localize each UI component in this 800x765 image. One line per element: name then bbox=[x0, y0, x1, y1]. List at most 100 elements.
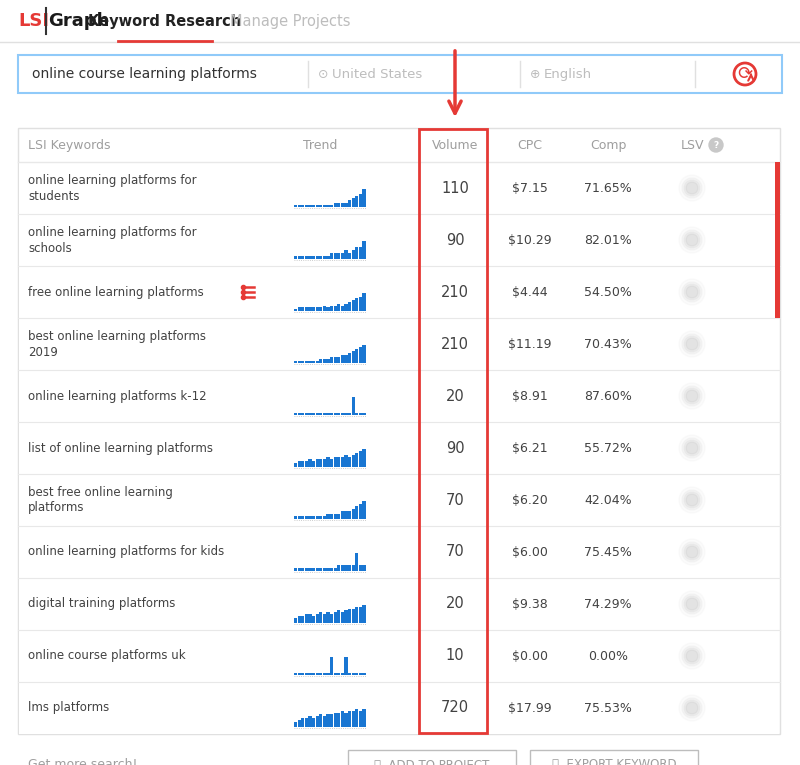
Bar bbox=[344, 203, 347, 207]
Bar bbox=[315, 459, 318, 467]
Bar bbox=[301, 461, 304, 467]
Bar bbox=[294, 568, 298, 571]
Text: Comp: Comp bbox=[590, 138, 626, 151]
Circle shape bbox=[686, 182, 698, 194]
Bar bbox=[308, 361, 311, 363]
Bar bbox=[326, 672, 330, 675]
Bar bbox=[294, 361, 298, 363]
Bar bbox=[305, 413, 308, 415]
Bar bbox=[341, 253, 344, 259]
Text: 2019: 2019 bbox=[28, 346, 58, 359]
Circle shape bbox=[686, 338, 698, 350]
Text: 55.72%: 55.72% bbox=[584, 441, 632, 454]
Text: $6.21: $6.21 bbox=[512, 441, 548, 454]
Bar bbox=[298, 205, 301, 207]
Bar bbox=[348, 253, 351, 259]
Circle shape bbox=[684, 336, 700, 352]
Circle shape bbox=[682, 490, 702, 510]
Bar bbox=[312, 361, 315, 363]
Text: $11.19: $11.19 bbox=[508, 337, 552, 350]
Bar bbox=[358, 297, 362, 311]
Bar bbox=[341, 612, 344, 623]
Bar bbox=[348, 302, 351, 311]
Circle shape bbox=[684, 492, 700, 508]
Bar bbox=[323, 413, 326, 415]
Circle shape bbox=[684, 232, 700, 248]
Bar bbox=[355, 506, 358, 519]
Bar bbox=[330, 413, 333, 415]
Bar bbox=[330, 715, 333, 727]
Circle shape bbox=[686, 442, 698, 454]
Bar bbox=[301, 308, 304, 311]
Bar bbox=[323, 305, 326, 311]
Bar bbox=[358, 347, 362, 363]
Bar bbox=[362, 449, 366, 467]
Text: ⎘  ADD TO PROJECT: ⎘ ADD TO PROJECT bbox=[374, 759, 490, 765]
Bar bbox=[312, 672, 315, 675]
Bar bbox=[348, 672, 351, 675]
Circle shape bbox=[682, 230, 702, 250]
Bar bbox=[338, 253, 341, 259]
Circle shape bbox=[684, 700, 700, 716]
Bar bbox=[358, 194, 362, 207]
Bar bbox=[334, 457, 337, 467]
Text: 74.29%: 74.29% bbox=[584, 597, 632, 610]
Bar bbox=[330, 253, 333, 259]
Bar bbox=[334, 568, 337, 571]
Bar bbox=[352, 198, 355, 207]
Text: online learning platforms for: online learning platforms for bbox=[28, 174, 197, 187]
Bar bbox=[305, 516, 308, 519]
Bar bbox=[334, 253, 337, 259]
Circle shape bbox=[682, 594, 702, 614]
Bar bbox=[298, 720, 301, 727]
Text: $17.99: $17.99 bbox=[508, 702, 552, 715]
Text: Manage Projects: Manage Projects bbox=[230, 14, 350, 28]
Text: 110: 110 bbox=[441, 181, 469, 196]
Bar bbox=[352, 565, 355, 571]
Bar bbox=[315, 413, 318, 415]
Text: CPC: CPC bbox=[518, 138, 542, 151]
Text: students: students bbox=[28, 190, 79, 203]
Text: 87.60%: 87.60% bbox=[584, 389, 632, 402]
Bar bbox=[344, 657, 347, 675]
Bar bbox=[355, 709, 358, 727]
Bar bbox=[344, 511, 347, 519]
Text: $10.29: $10.29 bbox=[508, 233, 552, 246]
Circle shape bbox=[684, 596, 700, 612]
Bar bbox=[312, 516, 315, 519]
Bar bbox=[294, 721, 298, 727]
Bar bbox=[19, 214, 779, 266]
Circle shape bbox=[679, 331, 705, 357]
Bar bbox=[338, 413, 341, 415]
Bar bbox=[19, 266, 779, 318]
Bar bbox=[308, 256, 311, 259]
Text: 42.04%: 42.04% bbox=[584, 493, 632, 506]
Bar bbox=[305, 568, 308, 571]
Bar bbox=[352, 351, 355, 363]
Bar bbox=[330, 657, 333, 675]
Bar bbox=[308, 672, 311, 675]
Bar bbox=[341, 511, 344, 519]
Bar bbox=[352, 509, 355, 519]
Bar bbox=[19, 370, 779, 422]
Bar bbox=[348, 353, 351, 363]
Bar bbox=[348, 609, 351, 623]
Bar bbox=[352, 397, 355, 415]
Bar bbox=[338, 514, 341, 519]
Bar bbox=[344, 455, 347, 467]
Bar bbox=[19, 630, 779, 682]
Circle shape bbox=[679, 539, 705, 565]
Text: best online learning platforms: best online learning platforms bbox=[28, 330, 206, 343]
Bar bbox=[301, 718, 304, 727]
Bar bbox=[319, 672, 322, 675]
Circle shape bbox=[709, 138, 723, 152]
Bar bbox=[19, 318, 779, 370]
Bar bbox=[305, 614, 308, 623]
Bar bbox=[326, 568, 330, 571]
Bar bbox=[330, 357, 333, 363]
Circle shape bbox=[682, 282, 702, 302]
Text: Volume: Volume bbox=[432, 138, 478, 151]
Text: lms platforms: lms platforms bbox=[28, 702, 110, 715]
Bar bbox=[530, 750, 698, 765]
Bar bbox=[301, 568, 304, 571]
